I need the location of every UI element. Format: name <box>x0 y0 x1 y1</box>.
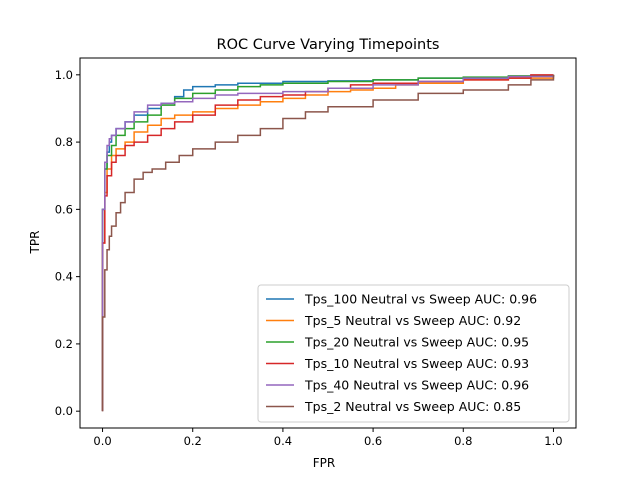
legend-label-1: Tps_100 Neutral vs Sweep AUC: 0.96 <box>304 292 537 307</box>
series-lines <box>101 74 555 412</box>
y-tick-label: 0.2 <box>55 337 73 351</box>
y-tick-label: 1.0 <box>55 68 73 82</box>
legend-box <box>257 284 570 423</box>
plot-frame <box>79 57 577 429</box>
legend-label-2: Tps_5 Neutral vs Sweep AUC: 0.92 <box>304 313 521 328</box>
y-tick-label: 0.8 <box>55 135 73 149</box>
x-tick-label: 0.6 <box>364 434 382 448</box>
legend-label-4: Tps_10 Neutral vs Sweep AUC: 0.93 <box>304 356 529 371</box>
x-tick-label: 0.0 <box>93 434 111 448</box>
legend: Tps_100 Neutral vs Sweep AUC: 0.96 Tps_5 … <box>257 284 570 423</box>
legend-label-3: Tps_20 Neutral vs Sweep AUC: 0.95 <box>304 335 529 350</box>
x-axis-label: FPR <box>313 456 335 470</box>
y-axis-label: TPR <box>28 231 42 255</box>
series-line-3 <box>101 74 555 412</box>
x-tick-label: 0.8 <box>454 434 472 448</box>
axis-ticks: 0.0 0.2 0.4 0.6 0.8 1.0 0.0 0.2 0.4 0.6 0.8 1.0 <box>55 68 563 448</box>
legend-label-6: Tps_2 Neutral vs Sweep AUC: 0.85 <box>304 399 521 414</box>
series-line-6 <box>101 74 555 412</box>
y-tick-label: 0.4 <box>55 270 73 284</box>
y-tick-label: 0.6 <box>55 202 73 216</box>
series-line-5 <box>101 74 555 412</box>
x-tick-label: 1.0 <box>544 434 562 448</box>
y-tick-label: 0.0 <box>55 404 73 418</box>
x-tick-label: 0.2 <box>184 434 202 448</box>
chart-title: ROC Curve Varying Timepoints <box>217 37 440 53</box>
x-tick-label: 0.4 <box>274 434 292 448</box>
legend-label-5: Tps_40 Neutral vs Sweep AUC: 0.96 <box>304 378 529 393</box>
